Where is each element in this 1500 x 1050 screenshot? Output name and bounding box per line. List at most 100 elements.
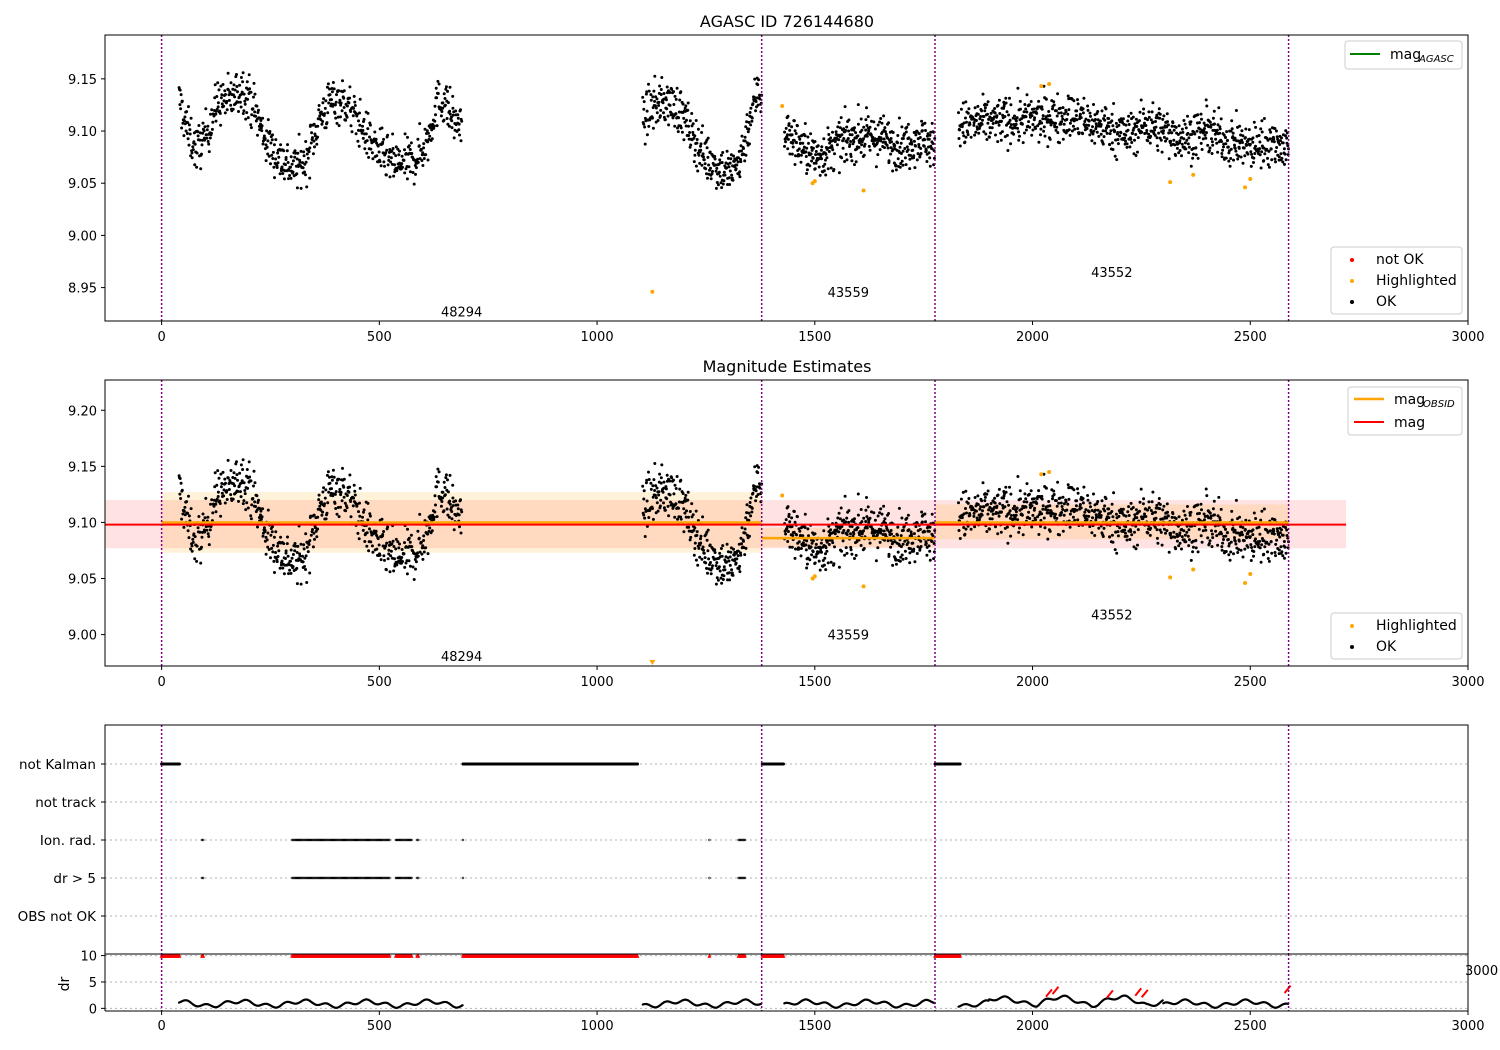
legend-label-mag-obsid: mag xyxy=(1394,392,1425,408)
ok-point xyxy=(814,542,818,546)
ok-point xyxy=(436,92,440,95)
ok-point xyxy=(1187,528,1191,532)
ok-point xyxy=(1276,137,1280,141)
ok-point xyxy=(1217,106,1221,110)
ok-point xyxy=(891,563,895,567)
ok-point xyxy=(243,489,247,492)
ok-point xyxy=(426,552,430,556)
ok-point xyxy=(673,124,677,128)
ok-point xyxy=(266,139,270,143)
ok-point xyxy=(673,94,677,98)
ok-point xyxy=(853,557,856,560)
ok-point xyxy=(912,532,916,536)
ok-point xyxy=(784,140,788,144)
ok-point xyxy=(1208,539,1212,543)
ok-point xyxy=(1081,501,1085,505)
ok-point xyxy=(1209,514,1213,518)
ok-point xyxy=(1042,84,1046,88)
flag-mark xyxy=(320,838,323,842)
ok-point xyxy=(361,528,365,532)
ok-point xyxy=(719,181,723,185)
ok-point xyxy=(666,504,670,508)
ok-point xyxy=(1252,120,1256,124)
ok-point xyxy=(1020,513,1024,517)
ok-point xyxy=(717,565,721,569)
ok-point xyxy=(1254,125,1258,129)
ok-point xyxy=(865,496,868,499)
ok-point xyxy=(408,148,412,151)
ok-point xyxy=(685,118,688,122)
ok-point xyxy=(414,172,417,176)
ok-point xyxy=(718,158,722,162)
ok-point xyxy=(758,486,762,490)
ok-point xyxy=(311,545,315,549)
ok-point xyxy=(793,556,797,560)
ok-point xyxy=(410,152,414,155)
ok-point xyxy=(392,545,396,548)
ok-point xyxy=(847,129,851,133)
ok-point xyxy=(328,475,331,479)
ok-point xyxy=(720,186,724,190)
ok-point xyxy=(1166,510,1169,514)
x-tick-label: 1500 xyxy=(798,675,831,690)
ok-point xyxy=(847,509,851,513)
ok-point xyxy=(924,149,928,152)
ok-point xyxy=(846,529,850,532)
ok-point xyxy=(1052,103,1056,107)
ok-point xyxy=(212,504,216,508)
ok-point xyxy=(382,137,386,141)
ok-point xyxy=(649,98,653,102)
ok-point xyxy=(1018,489,1022,493)
ok-point xyxy=(180,126,184,130)
ok-point xyxy=(850,525,854,528)
ok-point xyxy=(1198,121,1201,125)
ok-point xyxy=(1066,112,1070,116)
ok-point xyxy=(281,566,285,570)
ok-point xyxy=(1187,136,1191,140)
ok-point xyxy=(1277,548,1281,552)
ok-point xyxy=(961,101,965,105)
ok-point xyxy=(436,79,440,83)
ok-point xyxy=(1128,538,1132,541)
ok-point xyxy=(313,145,316,149)
flag-mark xyxy=(293,838,296,842)
ok-point xyxy=(190,544,194,548)
ok-point xyxy=(337,124,341,128)
ok-point xyxy=(699,534,703,538)
ok-point xyxy=(805,566,809,570)
ok-point xyxy=(644,481,648,485)
ok-point xyxy=(679,517,683,521)
ok-point xyxy=(287,572,290,576)
ok-point xyxy=(739,553,743,557)
ok-point xyxy=(418,550,422,554)
ok-point xyxy=(896,533,899,537)
ok-point xyxy=(1237,146,1241,150)
ok-point xyxy=(217,476,221,480)
ok-point xyxy=(287,563,291,567)
ok-point xyxy=(927,137,931,141)
ok-point xyxy=(417,536,421,540)
ok-point xyxy=(290,556,294,560)
ok-point xyxy=(900,159,904,163)
ok-point xyxy=(837,565,841,569)
ok-point xyxy=(284,163,287,167)
ok-point xyxy=(1280,528,1283,532)
ok-point xyxy=(806,135,810,139)
ok-point xyxy=(679,478,683,482)
ok-point xyxy=(678,487,682,491)
ok-point xyxy=(729,550,733,554)
ok-point xyxy=(348,85,352,89)
ok-point xyxy=(1088,111,1092,115)
ok-point xyxy=(1009,534,1013,538)
ok-point xyxy=(1129,137,1133,141)
ok-point xyxy=(180,488,184,492)
ok-point xyxy=(376,537,380,541)
ok-point xyxy=(1191,550,1195,554)
ok-point xyxy=(341,466,344,470)
ok-point xyxy=(993,107,997,110)
ok-point xyxy=(1239,133,1243,137)
ok-point xyxy=(1094,513,1098,517)
ok-point xyxy=(1128,145,1132,149)
ok-point xyxy=(1165,137,1169,141)
ok-point xyxy=(256,501,260,504)
